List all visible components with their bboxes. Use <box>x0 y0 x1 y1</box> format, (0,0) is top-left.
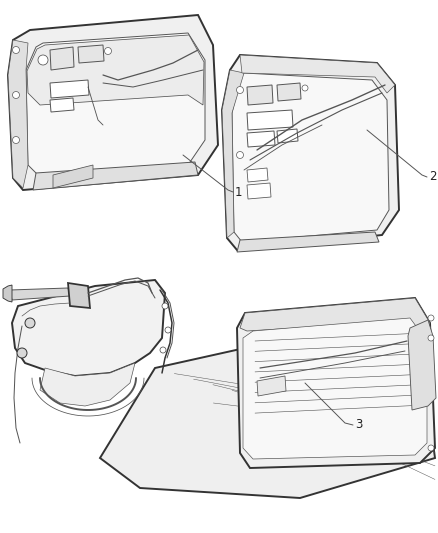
Polygon shape <box>247 168 268 182</box>
Circle shape <box>105 47 112 54</box>
Polygon shape <box>222 55 399 250</box>
Circle shape <box>13 46 20 53</box>
Circle shape <box>38 55 48 65</box>
Circle shape <box>160 347 166 353</box>
Text: 3: 3 <box>355 418 362 432</box>
Polygon shape <box>50 98 74 112</box>
Polygon shape <box>8 40 28 188</box>
Circle shape <box>428 315 434 321</box>
Circle shape <box>162 303 168 309</box>
Text: 2: 2 <box>429 171 437 183</box>
Polygon shape <box>222 70 244 238</box>
Circle shape <box>237 151 244 158</box>
Polygon shape <box>237 232 379 252</box>
Polygon shape <box>33 162 198 190</box>
Polygon shape <box>40 363 135 406</box>
Polygon shape <box>53 165 93 188</box>
Polygon shape <box>240 55 395 93</box>
Circle shape <box>428 445 434 451</box>
Polygon shape <box>8 15 218 190</box>
Polygon shape <box>68 283 90 308</box>
Polygon shape <box>12 280 165 376</box>
Polygon shape <box>27 35 204 105</box>
Polygon shape <box>3 285 12 302</box>
Circle shape <box>13 136 20 143</box>
Circle shape <box>428 335 434 341</box>
Circle shape <box>302 85 308 91</box>
Polygon shape <box>257 376 286 396</box>
Circle shape <box>25 318 35 328</box>
Circle shape <box>13 92 20 99</box>
Circle shape <box>237 86 244 93</box>
Circle shape <box>17 348 27 358</box>
Polygon shape <box>247 131 275 147</box>
Polygon shape <box>232 73 389 242</box>
Polygon shape <box>408 320 436 410</box>
Polygon shape <box>247 110 293 130</box>
Polygon shape <box>243 318 427 459</box>
Polygon shape <box>100 338 435 498</box>
Polygon shape <box>247 183 271 199</box>
Circle shape <box>165 327 171 333</box>
Polygon shape <box>50 80 89 98</box>
Polygon shape <box>240 298 430 335</box>
Polygon shape <box>247 85 273 105</box>
Polygon shape <box>26 33 205 175</box>
Polygon shape <box>237 298 435 468</box>
Polygon shape <box>78 45 104 63</box>
Polygon shape <box>50 47 74 70</box>
Polygon shape <box>277 83 301 101</box>
Polygon shape <box>10 288 70 300</box>
Polygon shape <box>277 129 298 143</box>
Text: 1: 1 <box>235 185 243 198</box>
